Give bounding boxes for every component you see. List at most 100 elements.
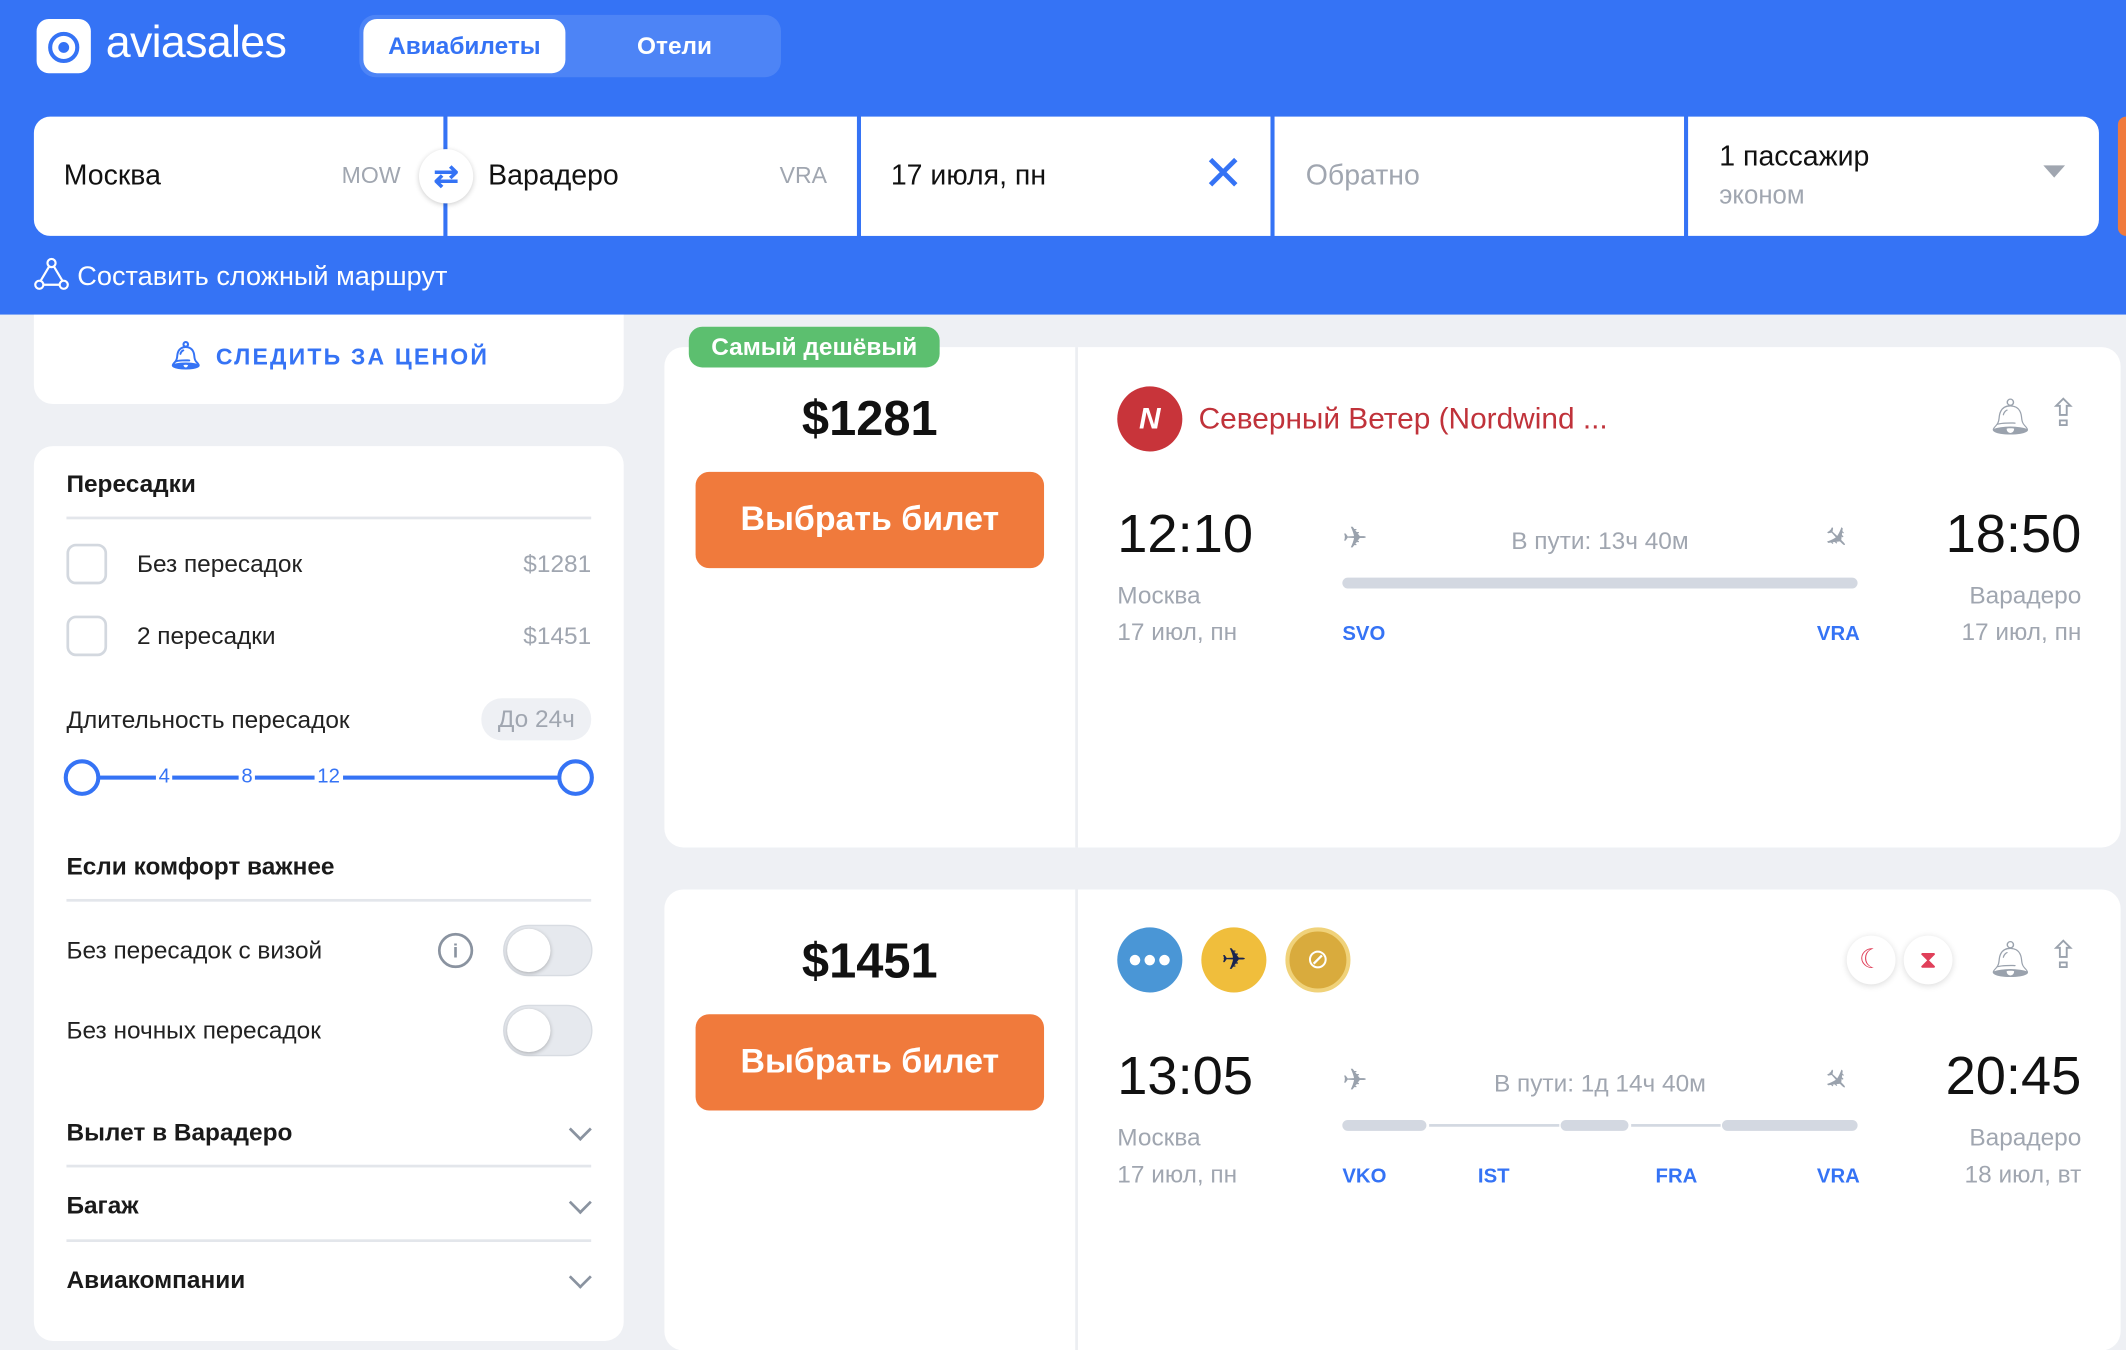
slider-tick: 8 bbox=[238, 764, 256, 788]
departure-time: 13:05 bbox=[1117, 1046, 1253, 1107]
origin-code: MOW bbox=[341, 162, 401, 189]
slider-handle-max[interactable] bbox=[557, 759, 594, 796]
stops-price: $1451 bbox=[523, 622, 592, 650]
stops-label: Без пересадок bbox=[136, 550, 303, 578]
header: aviasales Авиабилеты Отели Москва MOW ⇄ … bbox=[0, 0, 2126, 315]
departure-city: Москва bbox=[1117, 1124, 1201, 1152]
comfort-title: Если комфорт важнее bbox=[66, 852, 335, 880]
destination-city: Варадеро bbox=[488, 159, 619, 192]
share-icon[interactable]: ⇪ bbox=[2047, 934, 2080, 977]
divider bbox=[66, 516, 592, 520]
flight-segment bbox=[1342, 577, 1858, 589]
layover-badge: До 24ч bbox=[481, 698, 592, 741]
swap-icon[interactable]: ⇄ bbox=[418, 149, 474, 204]
watch-price-button[interactable]: СЛЕДИТЬ ЗА ЦЕНОЙ bbox=[215, 344, 490, 371]
arrival-time: 18:50 bbox=[1945, 504, 2082, 565]
logo-text[interactable]: aviasales bbox=[105, 16, 287, 67]
divider bbox=[66, 1164, 592, 1168]
airport-code: FRA bbox=[1655, 1164, 1698, 1188]
share-icon[interactable]: ⇪ bbox=[2047, 391, 2080, 434]
multiple-airlines-icon: ●●● bbox=[1117, 927, 1183, 993]
section-departure[interactable]: Вылет в Варадеро bbox=[66, 1118, 293, 1146]
airport-code: SVO bbox=[1342, 622, 1386, 646]
chevron-down-icon[interactable] bbox=[568, 1265, 592, 1289]
takeoff-icon: ✈ bbox=[1342, 1063, 1368, 1097]
return-date-field[interactable]: Обратно bbox=[1274, 116, 1685, 236]
depart-date: 17 июля, пн bbox=[890, 159, 1047, 192]
section-airlines[interactable]: Авиакомпании bbox=[66, 1266, 246, 1294]
route-icon bbox=[34, 257, 69, 299]
condor-logo-icon: ⊘ bbox=[1285, 927, 1351, 993]
destination-code: VRA bbox=[779, 162, 828, 189]
arrival-time: 20:45 bbox=[1945, 1046, 2082, 1107]
layover-title: Длительность пересадок bbox=[66, 706, 350, 734]
flight-segment bbox=[1342, 1119, 1427, 1131]
slider-handle-min[interactable] bbox=[63, 759, 101, 796]
search-button[interactable] bbox=[2117, 116, 2126, 236]
comfort-label: Без ночных пересадок bbox=[66, 1016, 321, 1045]
duration: В пути: 13ч 40м bbox=[1511, 527, 1689, 555]
tab-hotels[interactable]: Отели bbox=[637, 32, 713, 60]
tab-flights[interactable]: Авиабилеты bbox=[363, 18, 566, 74]
lufthansa-logo-icon: ✈ bbox=[1201, 927, 1267, 993]
origin-city: Москва bbox=[63, 159, 161, 192]
stops-checkbox-2[interactable] bbox=[66, 615, 108, 657]
buy-ticket-button[interactable]: Выбрать билет bbox=[695, 1014, 1045, 1111]
flight-segment bbox=[1560, 1119, 1629, 1131]
airline-name: Северный Ветер (Nordwind ... bbox=[1198, 401, 1608, 436]
stops-checkbox-nonstop[interactable] bbox=[66, 543, 108, 585]
departure-time: 12:10 bbox=[1117, 504, 1253, 565]
arrival-city: Варадеро bbox=[1969, 1124, 2082, 1152]
takeoff-icon: ✈ bbox=[1342, 520, 1368, 555]
layover-line bbox=[1631, 1124, 1721, 1127]
cabin-class: эконом bbox=[1719, 181, 1805, 211]
arrival-date: 18 июл, вт bbox=[1964, 1160, 2082, 1188]
clear-date-icon[interactable]: ✕ bbox=[1202, 145, 1244, 201]
product-tabs: Авиабилеты Отели bbox=[359, 14, 781, 78]
visa-free-toggle[interactable] bbox=[503, 924, 593, 977]
aviasales-logo-icon[interactable] bbox=[36, 18, 91, 74]
filters-panel: Пересадки Без пересадок $1281 2 пересадк… bbox=[33, 446, 624, 1341]
ticket-card: $1281 Выбрать билет N Северный Ветер (No… bbox=[664, 347, 2121, 848]
chevron-down-icon[interactable] bbox=[568, 1117, 592, 1141]
passengers-count: 1 пассажир bbox=[1719, 141, 1870, 173]
bell-icon[interactable]: 🔔︎ bbox=[1987, 938, 2033, 979]
return-placeholder: Обратно bbox=[1305, 159, 1420, 192]
airport-code: VRA bbox=[1816, 1164, 1860, 1188]
destination-field[interactable]: Варадеро VRA bbox=[447, 116, 857, 236]
dropdown-arrow-icon bbox=[2043, 165, 2066, 178]
ticket-price: $1281 bbox=[801, 390, 938, 447]
departure-date: 17 июл, пн bbox=[1117, 618, 1238, 646]
ticket-card: $1451 Выбрать билет ●●● ✈ ⊘ ☾ ⧗ 🔔︎ ⇪ 13:… bbox=[664, 889, 2121, 1350]
divider bbox=[66, 1239, 592, 1243]
buy-ticket-button[interactable]: Выбрать билет bbox=[695, 471, 1045, 569]
section-baggage[interactable]: Багаж bbox=[66, 1191, 139, 1219]
long-layover-icon: ⧗ bbox=[1903, 935, 1953, 985]
stops-title: Пересадки bbox=[66, 470, 196, 498]
nordwind-logo-icon: N bbox=[1117, 386, 1183, 452]
arrival-city: Варадеро bbox=[1969, 581, 2082, 609]
stops-label: 2 пересадки bbox=[136, 622, 276, 650]
night-layover-icon: ☾ bbox=[1846, 935, 1896, 985]
chevron-down-icon[interactable] bbox=[568, 1191, 592, 1215]
depart-date-field[interactable]: 17 июля, пн ✕ bbox=[860, 116, 1271, 236]
info-icon[interactable]: i bbox=[437, 932, 474, 969]
stops-price: $1281 bbox=[523, 550, 592, 578]
airport-code: IST bbox=[1477, 1164, 1510, 1188]
airport-code: VKO bbox=[1342, 1164, 1387, 1188]
passengers-select[interactable]: 1 пассажир эконом bbox=[1688, 116, 2099, 236]
comfort-label: Без пересадок с визой bbox=[66, 936, 323, 965]
departure-date: 17 июл, пн bbox=[1117, 1160, 1238, 1188]
slider-tick: 4 bbox=[155, 764, 173, 788]
departure-city: Москва bbox=[1117, 581, 1201, 609]
layover-line bbox=[1429, 1124, 1560, 1127]
divider bbox=[66, 898, 592, 902]
arrival-date: 17 июл, пн bbox=[1961, 618, 2082, 646]
no-night-layover-toggle[interactable] bbox=[503, 1004, 593, 1057]
duration: В пути: 1д 14ч 40м bbox=[1493, 1069, 1706, 1097]
complex-route-link[interactable]: Составить сложный маршрут bbox=[34, 257, 448, 299]
bell-icon[interactable]: 🔔︎ bbox=[1987, 395, 2033, 437]
origin-field[interactable]: Москва MOW bbox=[33, 116, 444, 236]
complex-route-label: Составить сложный маршрут bbox=[77, 262, 448, 292]
divider bbox=[1075, 347, 1078, 848]
